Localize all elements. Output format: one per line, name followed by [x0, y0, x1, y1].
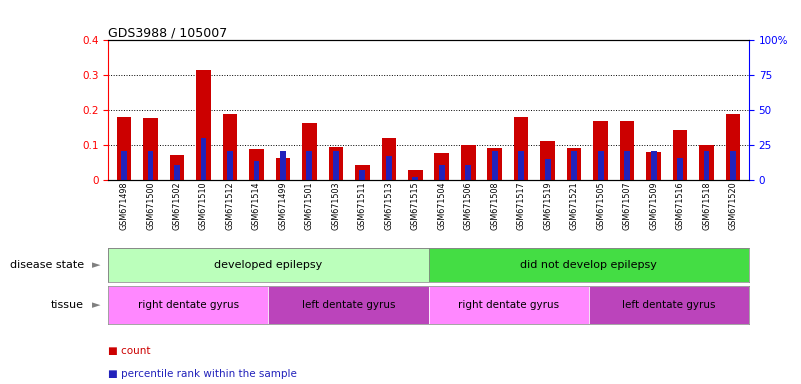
Text: left dentate gyrus: left dentate gyrus [302, 300, 395, 310]
Bar [488, 148, 502, 180]
Bar [276, 158, 290, 180]
Bar [143, 118, 158, 180]
Bar [386, 156, 392, 180]
Text: disease state: disease state [10, 260, 84, 270]
Bar [333, 151, 339, 180]
Bar [196, 70, 211, 180]
Bar [646, 152, 661, 180]
Bar [268, 286, 429, 324]
Bar [147, 151, 154, 180]
Bar [307, 151, 312, 180]
Bar [174, 165, 180, 180]
Bar [650, 151, 657, 180]
Bar [598, 151, 604, 180]
Bar [545, 159, 550, 180]
Text: ►: ► [92, 260, 101, 270]
Bar [355, 165, 369, 180]
Bar [280, 151, 286, 180]
Bar [514, 118, 529, 180]
Text: ■ count: ■ count [108, 346, 151, 356]
Bar [567, 148, 582, 180]
Text: right dentate gyrus: right dentate gyrus [458, 300, 559, 310]
Bar [624, 151, 630, 180]
Bar [429, 286, 589, 324]
Bar [726, 114, 740, 180]
Bar [703, 151, 710, 180]
Bar [108, 286, 268, 324]
Bar [223, 114, 237, 180]
Bar [108, 248, 429, 282]
Bar [571, 151, 577, 180]
Bar [413, 177, 418, 180]
Bar [439, 165, 445, 180]
Text: developed epilepsy: developed epilepsy [214, 260, 323, 270]
Bar [677, 158, 683, 180]
Bar [328, 147, 343, 180]
Bar [200, 139, 207, 180]
Text: GDS3988 / 105007: GDS3988 / 105007 [108, 26, 227, 39]
Bar [461, 146, 476, 180]
Bar [492, 151, 497, 180]
Bar [465, 165, 471, 180]
Bar [620, 121, 634, 180]
Text: did not develop epilepsy: did not develop epilepsy [521, 260, 657, 270]
Bar [360, 170, 365, 180]
Bar [117, 118, 131, 180]
Bar [227, 151, 233, 180]
Bar [589, 286, 749, 324]
Bar [594, 121, 608, 180]
Bar [121, 151, 127, 180]
Text: ►: ► [92, 300, 101, 310]
Text: left dentate gyrus: left dentate gyrus [622, 300, 715, 310]
Bar [541, 141, 555, 180]
Text: ■ percentile rank within the sample: ■ percentile rank within the sample [108, 369, 297, 379]
Bar [408, 170, 423, 180]
Bar [518, 151, 524, 180]
Bar [731, 151, 736, 180]
Bar [170, 155, 184, 180]
Bar [673, 130, 687, 180]
Text: tissue: tissue [51, 300, 84, 310]
Bar [434, 153, 449, 180]
Bar [253, 161, 260, 180]
Bar [381, 139, 396, 180]
Bar [249, 149, 264, 180]
Bar [302, 122, 316, 180]
Text: right dentate gyrus: right dentate gyrus [138, 300, 239, 310]
Bar [699, 146, 714, 180]
Bar [429, 248, 749, 282]
